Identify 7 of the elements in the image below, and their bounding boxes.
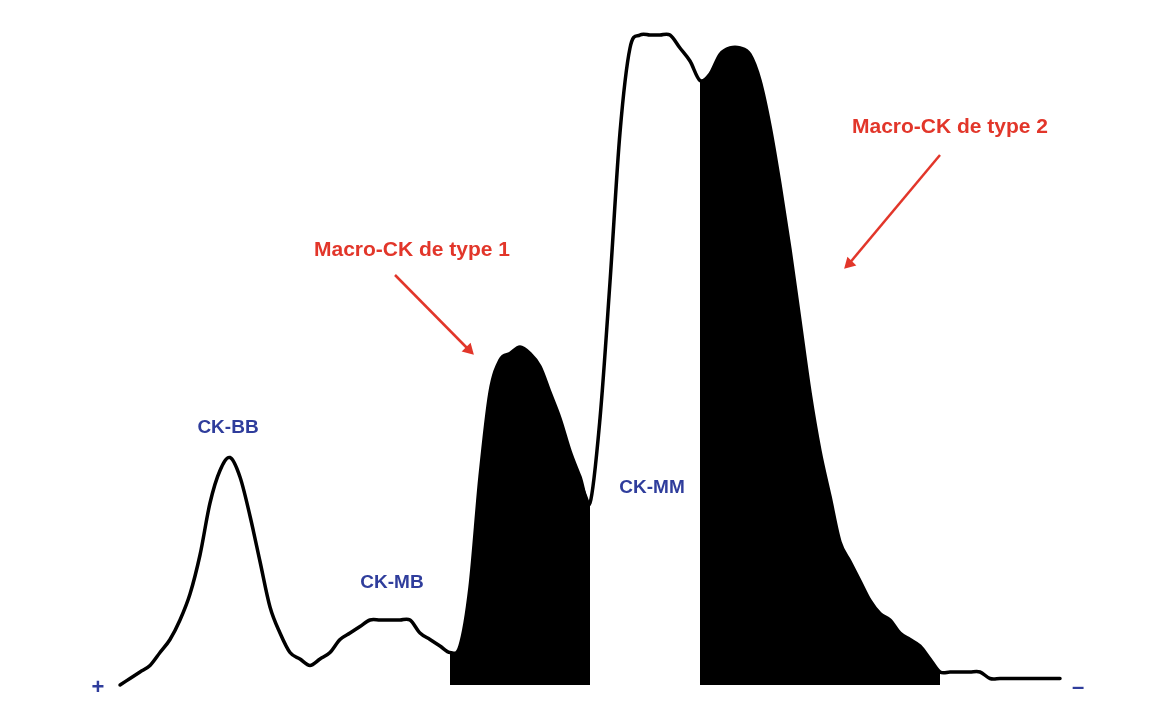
annotation: Macro-CK de type 1 bbox=[313, 237, 511, 260]
annotation: CK-MM bbox=[619, 476, 685, 497]
annotation: Macro-CK de type 2 bbox=[851, 114, 1049, 137]
annotation: CK-BB bbox=[197, 416, 259, 437]
text: + bbox=[91, 674, 105, 699]
annotation: CK-MB bbox=[360, 571, 424, 592]
text: – bbox=[1071, 674, 1085, 699]
